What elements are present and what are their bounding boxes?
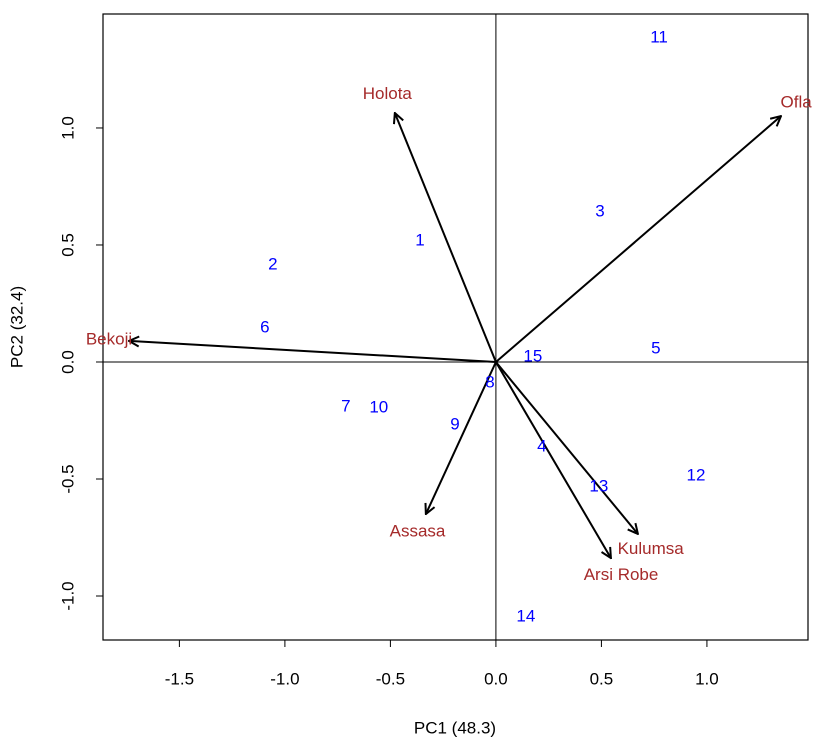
y-tick-label: -0.5 <box>58 464 77 493</box>
point-label: 12 <box>686 465 705 484</box>
point-label: 4 <box>537 436 546 455</box>
x-tick-label: -0.5 <box>376 669 405 688</box>
loading-arrow <box>495 116 781 363</box>
x-tick-label: -1.5 <box>165 669 194 688</box>
x-tick-label: 1.0 <box>695 669 719 688</box>
loading-label: Assasa <box>390 522 446 541</box>
point-label: 1 <box>415 230 424 249</box>
x-axis-title: PC1 (48.3) <box>414 718 496 737</box>
point-label: 7 <box>341 396 350 415</box>
x-tick-label: -1.0 <box>270 669 299 688</box>
loading-arrow <box>129 341 496 363</box>
point-label: 6 <box>260 318 269 337</box>
loading-label: Arsi Robe <box>584 565 659 584</box>
y-axis-title: PC2 (32.4) <box>7 286 26 368</box>
loading-arrow <box>395 113 497 363</box>
x-tick-label: 0.0 <box>484 669 508 688</box>
point-label: 8 <box>485 373 494 392</box>
y-tick-label: 1.0 <box>58 116 77 140</box>
plot-frame <box>102 13 809 641</box>
point-label: 9 <box>450 414 459 433</box>
y-tick-label: 0.5 <box>58 233 77 257</box>
loading-label: Holota <box>363 84 413 103</box>
point-label: 10 <box>369 398 388 417</box>
loading-label: Bekoji <box>86 329 132 348</box>
y-tick-label: 0.0 <box>58 350 77 374</box>
point-label: 13 <box>589 476 608 495</box>
point-label: 15 <box>523 347 542 366</box>
point-label: 3 <box>595 201 604 220</box>
x-tick-label: 0.5 <box>590 669 614 688</box>
point-label: 11 <box>650 27 668 46</box>
loading-arrow <box>495 361 611 558</box>
point-label: 5 <box>651 338 660 357</box>
point-label: 14 <box>516 607 535 626</box>
point-label: 2 <box>268 254 277 273</box>
loading-arrow <box>426 361 497 514</box>
loading-arrow <box>495 361 638 534</box>
y-tick-label: -1.0 <box>58 581 77 610</box>
loading-label: Kulumsa <box>618 539 685 558</box>
loading-label: Ofla <box>781 92 813 111</box>
